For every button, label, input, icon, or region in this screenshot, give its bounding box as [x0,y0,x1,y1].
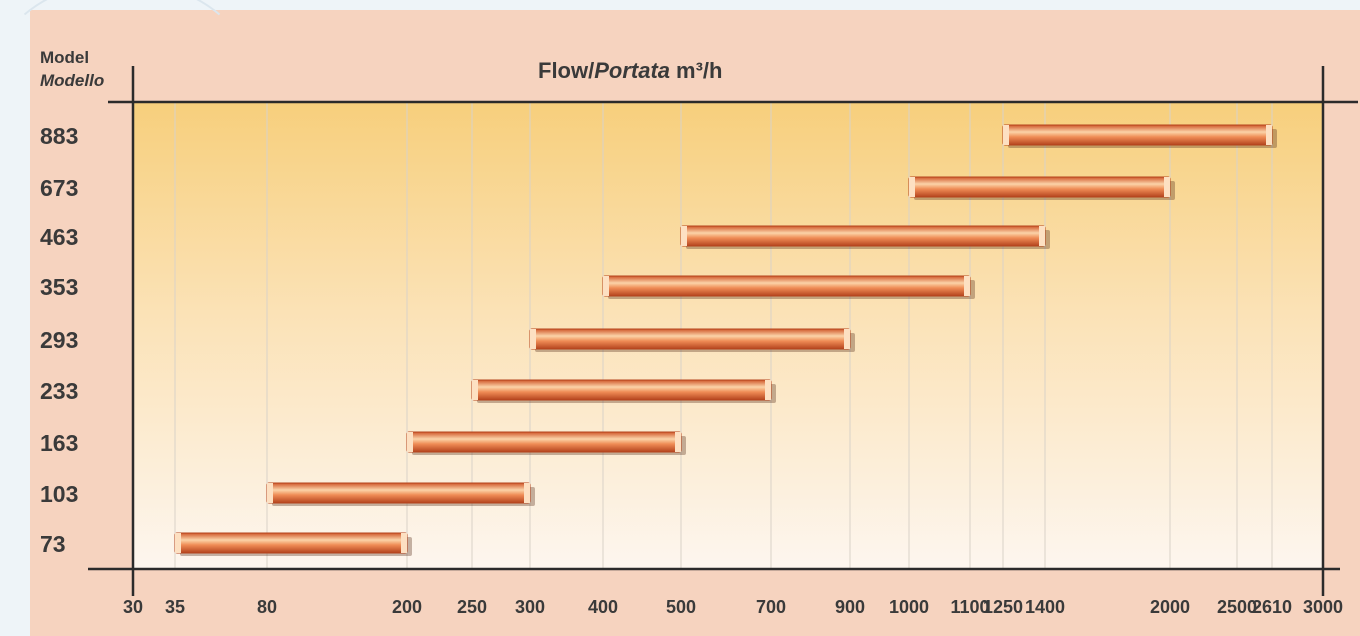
range-bar-293 [529,328,855,352]
bar-cap-left [472,380,478,400]
bar [471,379,772,401]
title-unit: m³/h [676,58,722,83]
bar-cap-left [909,177,915,197]
x-tick-label: 1100 [950,597,989,617]
bar-cap-right [675,432,681,452]
bar-cap-left [407,432,413,452]
bar-cap-right [524,483,530,503]
x-tick-label: 2610 [1252,597,1292,617]
bar-cap-left [1003,125,1009,145]
bar-cap-left [267,483,273,503]
y-tick-label: 463 [40,224,78,250]
x-tick-label: 400 [588,597,618,617]
range-bar-73 [174,532,412,556]
range-bar-103 [266,482,535,506]
bar-cap-right [401,533,407,553]
bars-group [174,124,1277,556]
bar-cap-left [681,226,687,246]
x-tick-label: 80 [257,597,277,617]
y-tick-label: 673 [40,175,78,201]
x-tick-label: 1400 [1025,597,1065,617]
x-tick-label: 200 [392,597,422,617]
bar [529,328,851,350]
bar [680,225,1046,247]
y-tick-labels: 883 673 463 353 293 233 163 103 73 [40,123,78,557]
bar-cap-right [964,276,970,296]
bar [1002,124,1273,146]
bar-cap-right [1039,226,1045,246]
bar [174,532,408,554]
bar-cap-left [603,276,609,296]
bar [406,431,682,453]
x-tick-label: 30 [123,597,143,617]
x-tick-label: 250 [457,597,487,617]
bar [266,482,531,504]
bar-cap-right [844,329,850,349]
chart-title: Flow/Portata m³/h [538,58,722,83]
bar [602,275,971,297]
x-tick-label: 3000 [1303,597,1343,617]
x-tick-label: 1250 [983,597,1023,617]
bar-cap-left [530,329,536,349]
y-tick-label: 293 [40,327,78,353]
bar [908,176,1171,198]
range-bar-163 [406,431,686,455]
bar-cap-right [1164,177,1170,197]
x-tick-label: 1000 [889,597,929,617]
bar-cap-left [175,533,181,553]
range-bar-883 [1002,124,1277,148]
x-tick-label: 2000 [1150,597,1190,617]
y-tick-label: 883 [40,123,78,149]
x-tick-label: 900 [835,597,865,617]
y-tick-label: 103 [40,481,78,507]
x-tick-label: 300 [515,597,545,617]
y-tick-label: 233 [40,378,78,404]
bar-cap-right [1266,125,1272,145]
range-bar-463 [680,225,1050,249]
title-flow: Flow/ [538,58,594,83]
range-bar-233 [471,379,776,403]
y-header-model: Model [40,48,89,67]
x-tick-label: 2500 [1217,597,1257,617]
x-tick-label: 35 [165,597,185,617]
y-tick-label: 163 [40,430,78,456]
x-tick-label: 700 [756,597,786,617]
x-tick-label: 500 [666,597,696,617]
y-tick-label: 353 [40,274,78,300]
y-header-modello: Modello [40,71,104,90]
range-bar-673 [908,176,1175,200]
y-tick-label: 73 [40,531,66,557]
range-bar-353 [602,275,975,299]
bar-cap-right [765,380,771,400]
title-portata: Portata [594,58,670,83]
